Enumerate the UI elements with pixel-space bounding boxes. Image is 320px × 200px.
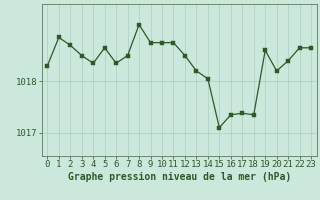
X-axis label: Graphe pression niveau de la mer (hPa): Graphe pression niveau de la mer (hPa) [68, 172, 291, 182]
